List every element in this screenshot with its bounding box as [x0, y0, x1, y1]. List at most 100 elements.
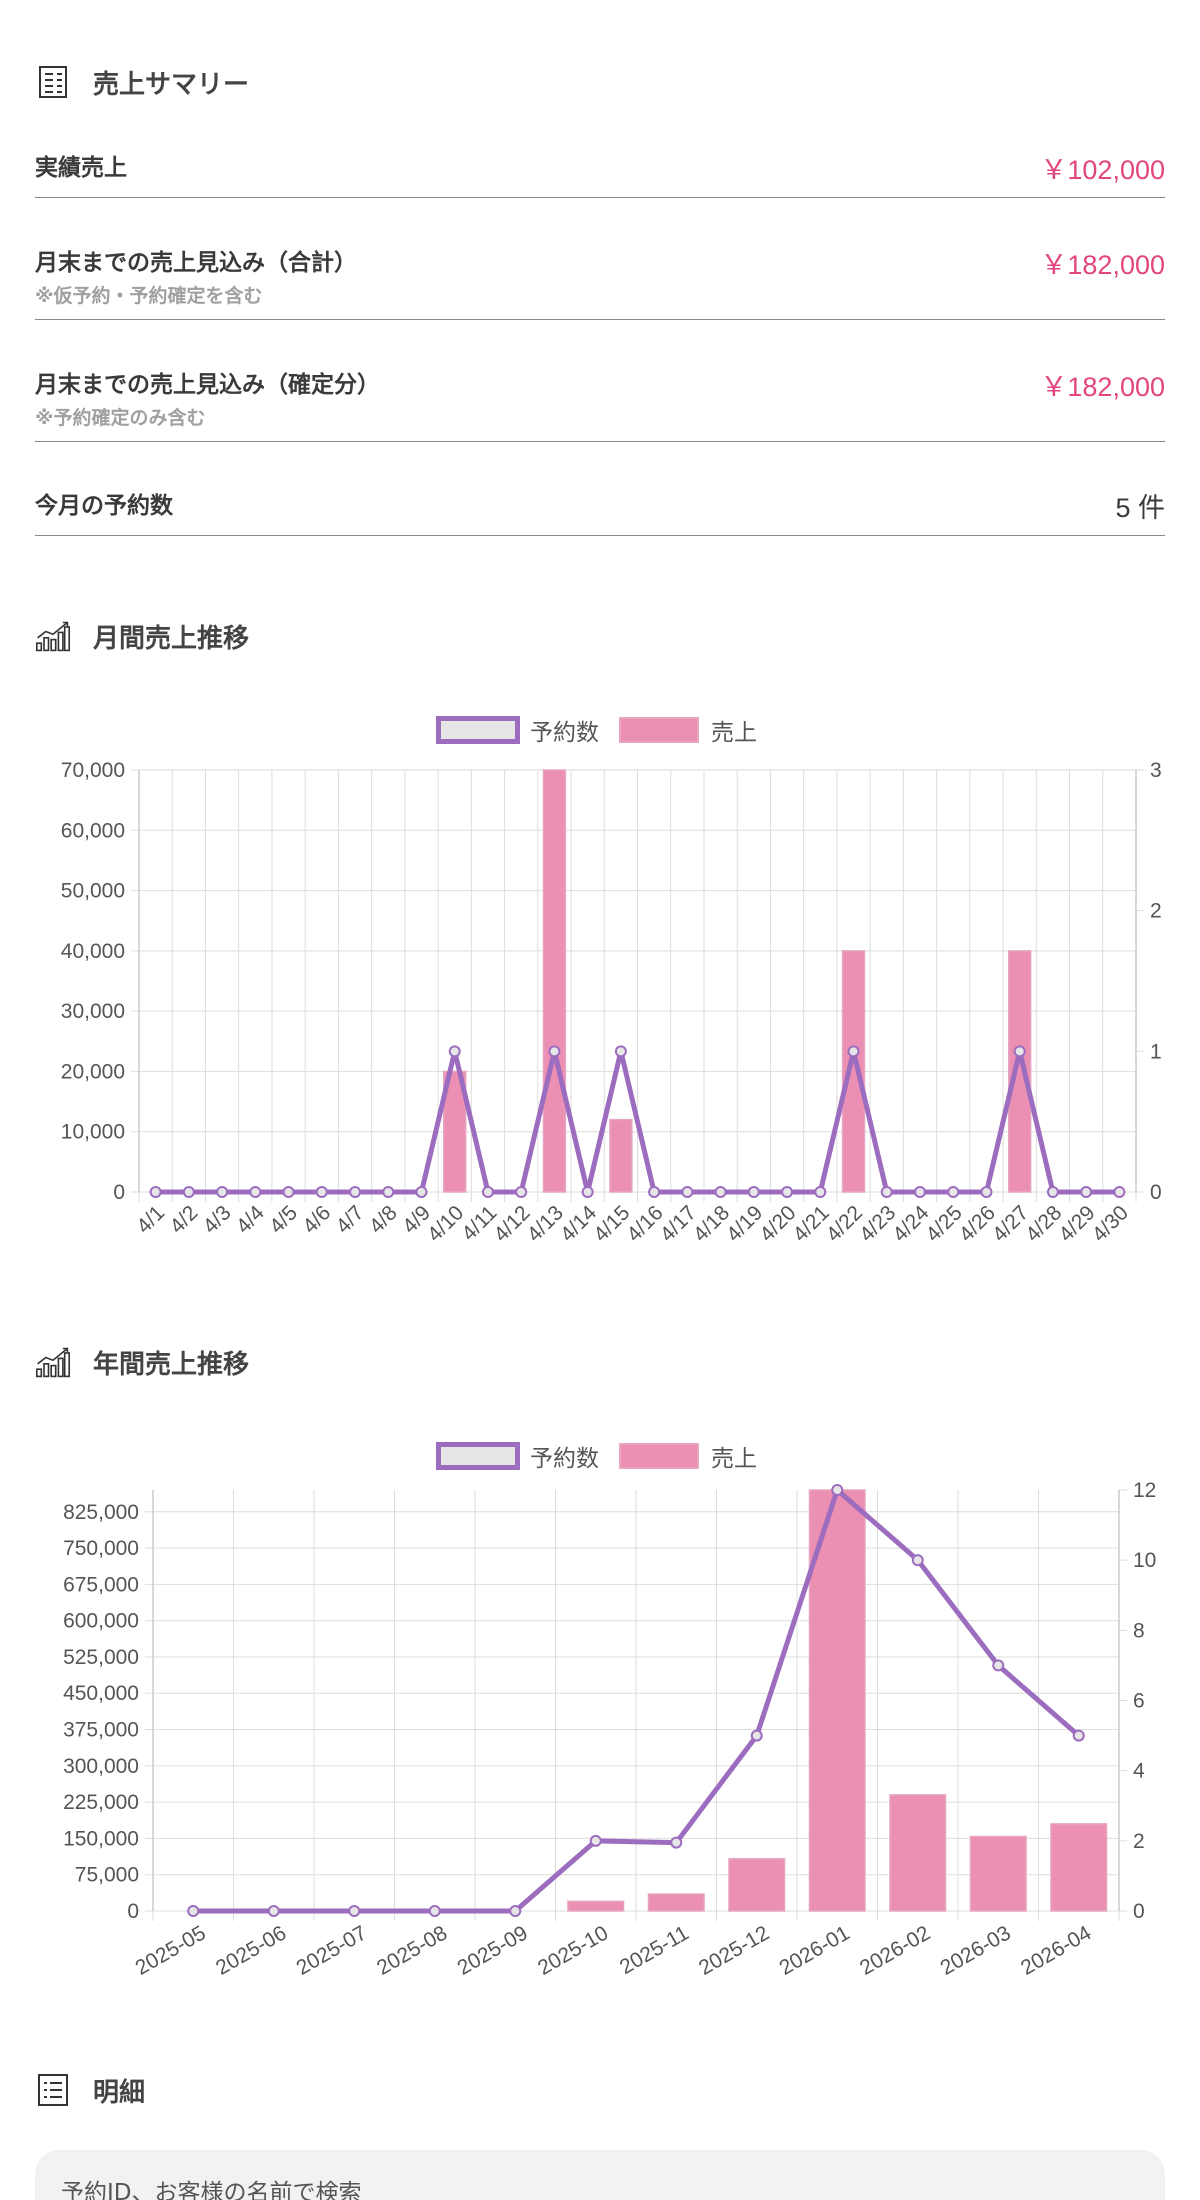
bar-chart-icon	[35, 1344, 71, 1380]
point-bookings	[448, 1045, 461, 1058]
point-bookings	[428, 1905, 441, 1917]
point-bookings	[1072, 1729, 1085, 1742]
legend-swatch-sales	[619, 1443, 699, 1469]
summary-title: 売上サマリー	[93, 69, 250, 100]
line-bookings	[193, 1487, 1081, 1914]
yearly-chart-legend[interactable]: 予約数 売上	[436, 1439, 757, 1473]
monthly-sales-chart[interactable]: 0 10,000 20,000 30,000 40,000 50,000 60,000 70,…	[0, 740, 1200, 1280]
x-tick-label: 2026-03	[936, 1921, 1014, 1979]
point-bookings	[670, 1836, 683, 1849]
point-bookings	[814, 1186, 827, 1198]
point-bookings	[1046, 1186, 1059, 1198]
point-bookings	[348, 1905, 361, 1917]
bar-sales	[647, 1893, 705, 1912]
x-tick-label: 4/7	[332, 1201, 369, 1238]
y-tick-label: 750,000	[63, 1537, 139, 1560]
forecast-confirmed-value: ￥182,000	[1040, 372, 1165, 402]
y-tick-label: 70,000	[61, 759, 125, 782]
x-tick-label: 2026-01	[775, 1921, 853, 1979]
point-bookings	[1013, 1045, 1026, 1058]
point-bookings	[548, 1045, 561, 1058]
point-bookings	[589, 1834, 602, 1847]
point-bookings	[992, 1659, 1005, 1672]
x-tick-label: 4/8	[365, 1201, 402, 1238]
legend-swatch-sales	[619, 717, 699, 743]
point-bookings	[481, 1186, 494, 1198]
receipt-icon	[35, 64, 71, 100]
bar-sales	[889, 1794, 947, 1912]
y-tick-label: 20,000	[61, 1060, 125, 1083]
x-tick-label: 4/11	[457, 1201, 501, 1245]
monthly-chart-legend[interactable]: 予約数 売上	[436, 713, 757, 747]
search-box	[35, 2150, 1165, 2200]
point-bookings	[509, 1905, 522, 1917]
summary-row-actual: 実績売上 ￥102,000	[35, 148, 1165, 198]
y-tick-label: 10,000	[61, 1121, 125, 1144]
point-bookings	[648, 1186, 661, 1198]
y-tick-label: 75,000	[75, 1864, 139, 1887]
legend-label-sales: 売上	[711, 1445, 757, 1471]
booking-count-label: 今月の予約数	[35, 493, 173, 519]
summary-row-booking-count: 今月の予約数 5 件	[35, 486, 1165, 536]
x-tick-label: 4/1	[132, 1201, 169, 1238]
point-bookings	[714, 1186, 727, 1198]
x-tick-label: 2025-09	[453, 1921, 531, 1979]
legend-label-bookings: 予約数	[530, 1445, 599, 1471]
legend-swatch-bookings	[436, 1442, 520, 1470]
search-input[interactable]	[61, 2180, 1139, 2200]
forecast-confirmed-note: ※予約確定のみ含む	[35, 407, 206, 429]
y2-tick-label: 0	[1150, 1181, 1162, 1204]
forecast-confirmed-label: 月末までの売上見込み（確定分）	[35, 372, 380, 398]
x-tick-label: 4/2	[165, 1201, 202, 1238]
point-bookings	[267, 1905, 280, 1917]
booking-count-value: 5 件	[1115, 493, 1165, 523]
yearly-sales-chart[interactable]: 0 75,000 150,000 225,000 300,000 375,000 450,0…	[0, 1470, 1200, 2010]
bar-sales	[969, 1835, 1027, 1912]
x-tick-label: 4/3	[199, 1201, 236, 1238]
y-tick-label: 450,000	[63, 1682, 139, 1705]
point-bookings	[182, 1186, 195, 1198]
bar-sales	[1050, 1823, 1108, 1912]
yearly-section-header: 年間売上推移	[35, 1342, 249, 1382]
x-tick-label: 2025-07	[292, 1921, 370, 1979]
forecast-total-value: ￥182,000	[1040, 250, 1165, 280]
y-tick-label: 675,000	[63, 1573, 139, 1596]
y-tick-label: 30,000	[61, 1000, 125, 1023]
y-tick-label: 60,000	[61, 819, 125, 842]
bar-chart-icon	[35, 618, 71, 654]
monthly-section-header: 月間売上推移	[35, 616, 249, 656]
x-tick-label: 2025-10	[534, 1921, 612, 1979]
bar-sales	[442, 1070, 467, 1193]
y-tick-label: 0	[113, 1181, 125, 1204]
x-tick-label: 4/4	[232, 1201, 269, 1238]
y2-tick-label: 8	[1133, 1619, 1145, 1642]
y2-tick-label: 4	[1133, 1760, 1145, 1783]
point-bookings	[1080, 1186, 1093, 1198]
point-bookings	[515, 1186, 528, 1198]
summary-section-header: 売上サマリー	[35, 62, 249, 102]
point-bookings	[382, 1186, 395, 1198]
y2-tick-label: 6	[1133, 1690, 1145, 1713]
y2-tick-label: 2	[1150, 900, 1162, 923]
point-bookings	[781, 1186, 794, 1198]
detail-title: 明細	[93, 2077, 146, 2108]
y-tick-label: 0	[127, 1900, 139, 1923]
forecast-total-note: ※仮予約・予約確定を含む	[35, 285, 263, 307]
x-tick-label: 2026-02	[856, 1921, 934, 1979]
point-bookings	[282, 1186, 295, 1198]
point-bookings	[349, 1186, 362, 1198]
y2-tick-label: 10	[1133, 1549, 1156, 1572]
y-tick-label: 300,000	[63, 1755, 139, 1778]
x-tick-label: 4/6	[298, 1201, 335, 1238]
point-bookings	[831, 1484, 844, 1496]
legend-label-sales: 売上	[711, 719, 757, 745]
bar-sales	[542, 769, 567, 1193]
point-bookings	[187, 1905, 200, 1917]
x-tick-label: 4/5	[265, 1201, 302, 1238]
point-bookings	[614, 1045, 627, 1058]
x-tick-label: 2025-11	[616, 1921, 693, 1979]
x-tick-label: 2025-06	[212, 1921, 290, 1979]
point-bookings	[315, 1186, 328, 1198]
x-tick-label: 2025-05	[131, 1921, 209, 1979]
